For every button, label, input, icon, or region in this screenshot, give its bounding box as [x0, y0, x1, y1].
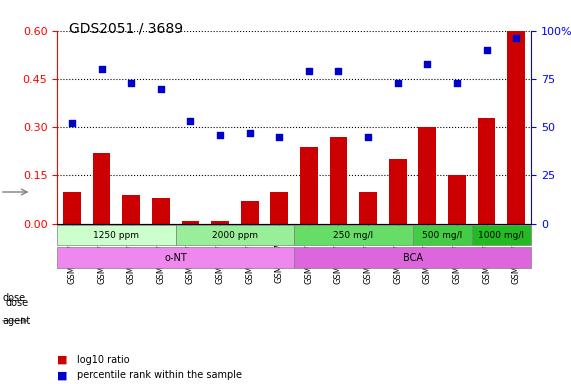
Text: o-NT: o-NT [164, 253, 187, 263]
Text: ■: ■ [57, 355, 67, 365]
Text: log10 ratio: log10 ratio [77, 355, 130, 365]
Text: 1250 ppm: 1250 ppm [93, 230, 139, 240]
Bar [329, 137, 347, 224]
Bar [300, 147, 317, 224]
Point [364, 134, 373, 140]
FancyBboxPatch shape [294, 225, 412, 245]
Point [186, 118, 195, 124]
Text: dose: dose [3, 293, 26, 303]
Point [215, 132, 224, 138]
Point [512, 35, 521, 41]
Text: GDS2051 / 3689: GDS2051 / 3689 [69, 21, 183, 35]
FancyBboxPatch shape [57, 225, 176, 245]
FancyBboxPatch shape [176, 225, 294, 245]
Text: agent: agent [3, 316, 31, 326]
Bar [478, 118, 496, 224]
Text: 2000 ppm: 2000 ppm [212, 230, 258, 240]
Text: BCA: BCA [403, 253, 423, 263]
Point [245, 130, 254, 136]
Point [423, 60, 432, 66]
FancyBboxPatch shape [294, 247, 531, 268]
Point [97, 66, 106, 73]
FancyBboxPatch shape [472, 225, 531, 245]
Point [67, 120, 77, 126]
Bar [182, 220, 199, 224]
FancyBboxPatch shape [57, 247, 294, 268]
Text: percentile rank within the sample: percentile rank within the sample [77, 370, 242, 380]
Text: dose: dose [6, 298, 29, 308]
Bar [448, 175, 466, 224]
Point [334, 68, 343, 74]
Bar [507, 31, 525, 224]
Point [156, 86, 166, 92]
Point [393, 80, 403, 86]
Bar [389, 159, 407, 224]
Text: 250 mg/l: 250 mg/l [333, 230, 373, 240]
Bar [271, 192, 288, 224]
Point [452, 80, 461, 86]
Bar [152, 198, 170, 224]
Point [304, 68, 313, 74]
Bar [359, 192, 377, 224]
FancyBboxPatch shape [412, 225, 472, 245]
Bar [419, 127, 436, 224]
Point [275, 134, 284, 140]
Text: 500 mg/l: 500 mg/l [422, 230, 463, 240]
Bar [241, 201, 259, 224]
Point [482, 47, 491, 53]
Text: 1000 mg/l: 1000 mg/l [478, 230, 524, 240]
Bar [211, 220, 229, 224]
Text: ■: ■ [57, 370, 67, 380]
Point [127, 80, 136, 86]
Bar [63, 192, 81, 224]
Bar [93, 153, 110, 224]
Bar [122, 195, 140, 224]
